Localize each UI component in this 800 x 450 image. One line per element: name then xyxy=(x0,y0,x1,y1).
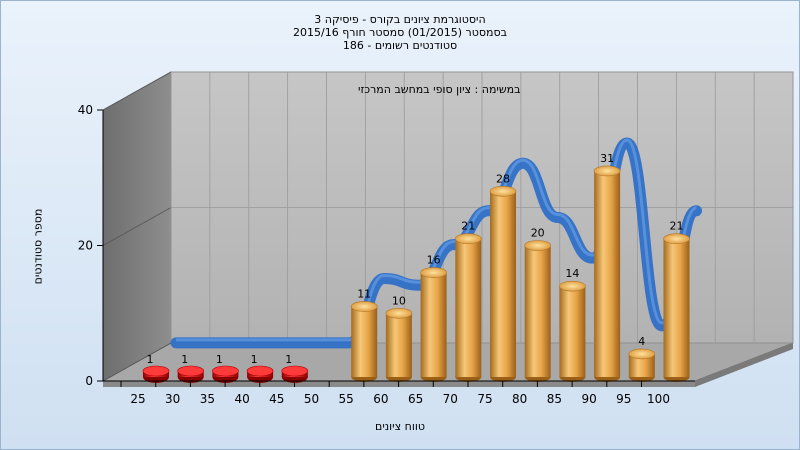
bar-top xyxy=(385,307,413,319)
bar xyxy=(524,245,551,377)
x-tick-label: 90 xyxy=(581,392,596,406)
bar xyxy=(490,191,516,377)
bar-value-label: 20 xyxy=(531,227,545,240)
x-tick-label: 100 xyxy=(647,392,670,406)
bar xyxy=(559,286,586,377)
bar-top xyxy=(593,165,621,177)
bar-top xyxy=(489,186,517,197)
x-tick-label: 35 xyxy=(200,392,215,406)
y-axis-label: מספר סטודנטים xyxy=(31,208,45,285)
x-tick-label: 45 xyxy=(269,392,284,406)
bar-top xyxy=(524,240,552,251)
bar xyxy=(385,313,412,377)
x-tick-label: 60 xyxy=(373,392,388,406)
chart-annotation: במשימה : ציון סופי במחשב המרכזי xyxy=(358,83,521,96)
bar xyxy=(628,353,655,377)
trend-ribbon-highlight xyxy=(176,138,698,342)
bar-value-label: 1 xyxy=(216,353,223,366)
bar-value-label: 4 xyxy=(638,335,645,348)
bar xyxy=(663,238,690,377)
bar-top xyxy=(420,267,447,278)
x-tick-label: 65 xyxy=(408,392,423,406)
bar-value-label: 1 xyxy=(147,353,154,366)
bar-top xyxy=(350,301,378,312)
x-tick-label: 80 xyxy=(512,392,527,406)
bar-value-label: 21 xyxy=(670,220,684,233)
bar-value-label: 11 xyxy=(357,287,371,300)
bar-value-label: 10 xyxy=(392,294,406,307)
chart-title: היסטוגרמת ציונים בקורס - פיסיקה 3 xyxy=(314,13,486,26)
bar xyxy=(351,306,378,377)
bar xyxy=(246,365,274,377)
bar-value-label: 14 xyxy=(565,267,579,280)
bar xyxy=(212,365,239,377)
grid-diag xyxy=(102,71,172,111)
x-axis-label: טווח ציונים xyxy=(375,420,425,433)
x-tick-label: 50 xyxy=(304,392,319,406)
bar-value-label: 1 xyxy=(285,353,292,366)
x-tick-label: 55 xyxy=(339,392,354,406)
bar-top xyxy=(663,233,690,245)
bar-top xyxy=(628,348,656,360)
bar-value-label: 28 xyxy=(496,172,510,185)
bar-value-label: 1 xyxy=(181,353,188,366)
bar-top xyxy=(559,280,586,292)
grid-diag xyxy=(102,342,172,382)
x-tick-label: 25 xyxy=(130,392,145,406)
bar-value-label: 21 xyxy=(461,220,475,233)
y-tick-label: 0 xyxy=(85,374,93,388)
x-tick-label: 95 xyxy=(616,392,631,406)
bar-value-label: 16 xyxy=(427,254,441,267)
bar xyxy=(142,365,170,377)
x-tick-label: 70 xyxy=(443,392,458,406)
x-tick-label: 30 xyxy=(165,392,180,406)
chart-subtitle-semester: בסמסטר (01/2015) סמסטר חורף 2015/16 xyxy=(293,26,507,39)
x-tick-label: 40 xyxy=(234,392,249,406)
x-tick-label: 85 xyxy=(547,392,562,406)
bar-value-label: 31 xyxy=(600,152,614,165)
chart-subtitle-students: 186 - סטודנטים רשומים xyxy=(342,39,458,52)
bar-value-label: 1 xyxy=(251,353,258,366)
bar xyxy=(594,170,621,377)
bar xyxy=(420,272,447,377)
bar-top xyxy=(454,233,482,245)
floor-side-edge xyxy=(695,343,793,387)
grid-diag xyxy=(102,207,172,246)
bar xyxy=(455,238,482,377)
y-tick-label: 40 xyxy=(78,103,93,117)
y-tick-label: 20 xyxy=(78,239,93,253)
bar xyxy=(281,365,309,377)
x-tick-label: 75 xyxy=(477,392,492,406)
bar xyxy=(177,365,204,377)
